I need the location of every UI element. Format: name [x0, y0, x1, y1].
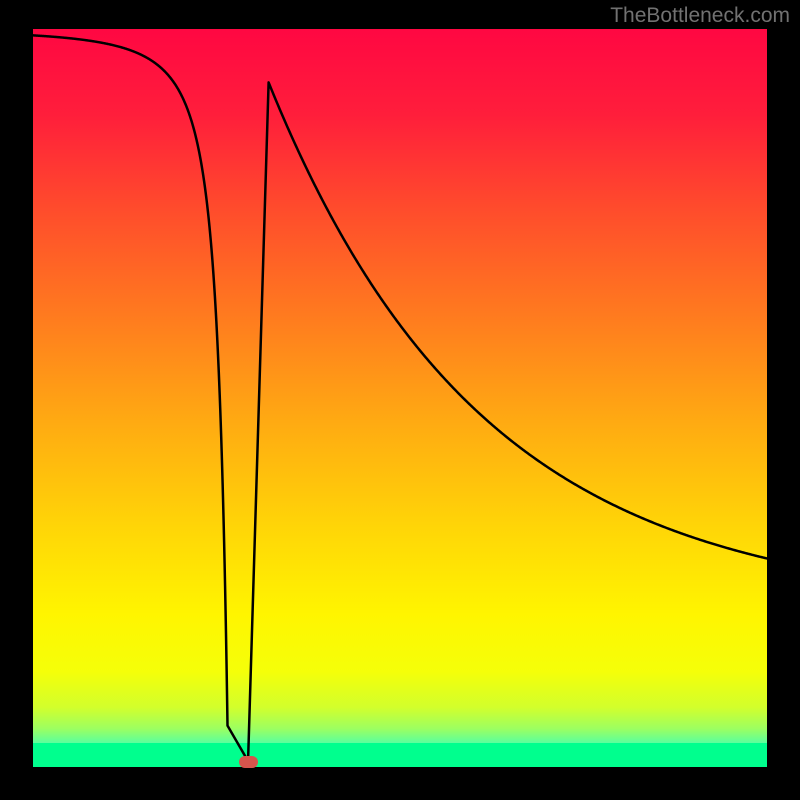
minimum-marker — [239, 756, 258, 768]
plot-area — [33, 29, 767, 767]
bottleneck-curve — [33, 35, 767, 761]
watermark-text: TheBottleneck.com — [610, 4, 790, 28]
chart-container: TheBottleneck.com — [0, 0, 800, 800]
curve-svg — [33, 29, 767, 767]
